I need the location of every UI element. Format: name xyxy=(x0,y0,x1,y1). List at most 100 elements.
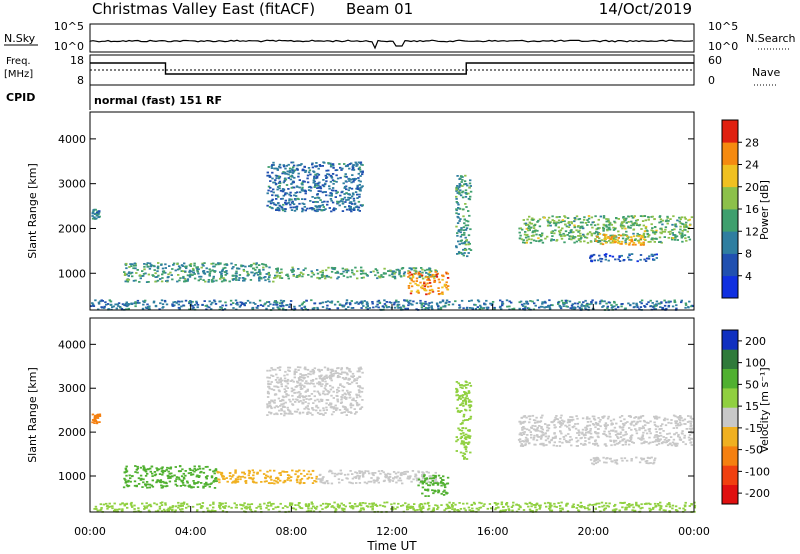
echo-cell xyxy=(180,264,184,266)
echo-cell xyxy=(275,381,279,384)
echo-cell xyxy=(271,375,275,377)
echo-cell xyxy=(204,305,207,307)
nsky-panel-frame xyxy=(89,23,695,53)
echo-cell xyxy=(642,437,645,440)
echo-cell xyxy=(357,161,360,164)
echo-cell xyxy=(464,183,468,185)
echo-cell xyxy=(326,367,330,370)
echo-cell xyxy=(190,485,193,488)
echo-cell xyxy=(124,272,127,275)
echo-cell xyxy=(638,308,641,311)
echo-cell xyxy=(525,302,529,305)
echo-cell xyxy=(275,268,278,270)
echo-cell xyxy=(541,414,544,417)
echo-cell xyxy=(269,180,272,182)
echo-cell xyxy=(266,396,270,398)
echo-cell xyxy=(555,418,558,420)
echo-cell xyxy=(291,266,294,269)
echo-cell xyxy=(234,480,237,482)
echo-cell xyxy=(545,444,548,446)
echo-cell xyxy=(205,483,209,486)
echo-cell xyxy=(266,403,269,406)
echo-cell xyxy=(336,300,340,303)
echo-cell xyxy=(316,172,319,175)
echo-cell xyxy=(336,307,339,310)
echo-cell xyxy=(552,444,555,447)
echo-cell xyxy=(651,306,655,308)
echo-cell xyxy=(667,301,671,304)
echo-cell xyxy=(634,238,637,240)
echo-cell xyxy=(560,221,563,224)
echo-cell xyxy=(468,198,472,201)
echo-cell xyxy=(296,391,299,394)
echo-cell xyxy=(458,178,461,180)
echo-cell xyxy=(221,304,224,307)
echo-cell xyxy=(534,229,537,232)
echo-cell xyxy=(437,506,440,509)
echo-cell xyxy=(642,427,645,429)
echo-cell xyxy=(310,186,313,189)
echo-cell xyxy=(310,270,313,273)
echo-cell xyxy=(329,301,332,304)
echo-cell xyxy=(345,301,348,304)
echo-cell xyxy=(559,235,563,238)
echo-cell xyxy=(317,190,320,192)
echo-cell xyxy=(322,206,325,208)
echo-cell xyxy=(615,462,619,465)
echo-cell xyxy=(287,394,290,397)
echo-cell xyxy=(666,222,669,225)
echo-cell xyxy=(573,307,576,310)
echo-cell xyxy=(630,215,633,217)
echo-cell xyxy=(273,401,276,404)
echo-cell xyxy=(262,268,265,271)
echo-cell xyxy=(690,428,693,431)
echo-cell xyxy=(576,302,580,305)
echo-cell xyxy=(570,444,573,447)
echo-cell xyxy=(303,198,307,201)
echo-cell xyxy=(649,503,652,506)
echo-cell xyxy=(276,209,279,211)
echo-cell xyxy=(526,438,529,441)
echo-cell xyxy=(414,473,417,476)
echo-cell xyxy=(647,257,651,260)
echo-cell xyxy=(434,476,437,478)
echo-cell xyxy=(273,167,276,170)
beam-label: Beam 01 xyxy=(346,0,413,18)
echo-cell xyxy=(391,508,394,511)
echo-cell xyxy=(607,430,611,433)
echo-cell xyxy=(332,189,335,192)
echo-cell xyxy=(297,377,301,379)
echo-cell xyxy=(649,299,652,302)
echo-cell xyxy=(637,505,641,508)
echo-cell xyxy=(589,420,593,423)
echo-cell xyxy=(293,370,296,373)
echo-cell xyxy=(279,377,282,380)
echo-cell xyxy=(478,308,481,310)
echo-cell xyxy=(332,397,335,399)
echo-cell xyxy=(299,366,302,369)
echo-cell xyxy=(125,465,128,468)
echo-cell xyxy=(213,299,216,302)
echo-cell xyxy=(521,429,524,431)
echo-cell xyxy=(448,301,451,303)
echo-cell xyxy=(680,299,683,302)
echo-cell xyxy=(625,238,628,240)
echo-cell xyxy=(640,439,643,441)
echo-cell xyxy=(597,436,600,439)
echo-cell xyxy=(670,419,673,421)
echo-cell xyxy=(98,210,101,212)
echo-cell xyxy=(658,428,661,431)
echo-cell xyxy=(674,223,677,226)
echo-cell xyxy=(340,272,344,275)
echo-cell xyxy=(292,206,295,209)
echo-cell xyxy=(641,506,644,509)
echo-cell xyxy=(330,482,334,485)
echo-cell xyxy=(603,240,606,242)
echo-cell xyxy=(596,223,600,226)
echo-cell xyxy=(288,193,291,196)
echo-cell xyxy=(232,307,235,309)
echo-cell xyxy=(154,276,157,278)
echo-cell xyxy=(266,414,269,416)
echo-cell xyxy=(687,415,690,417)
echo-cell xyxy=(470,299,473,302)
